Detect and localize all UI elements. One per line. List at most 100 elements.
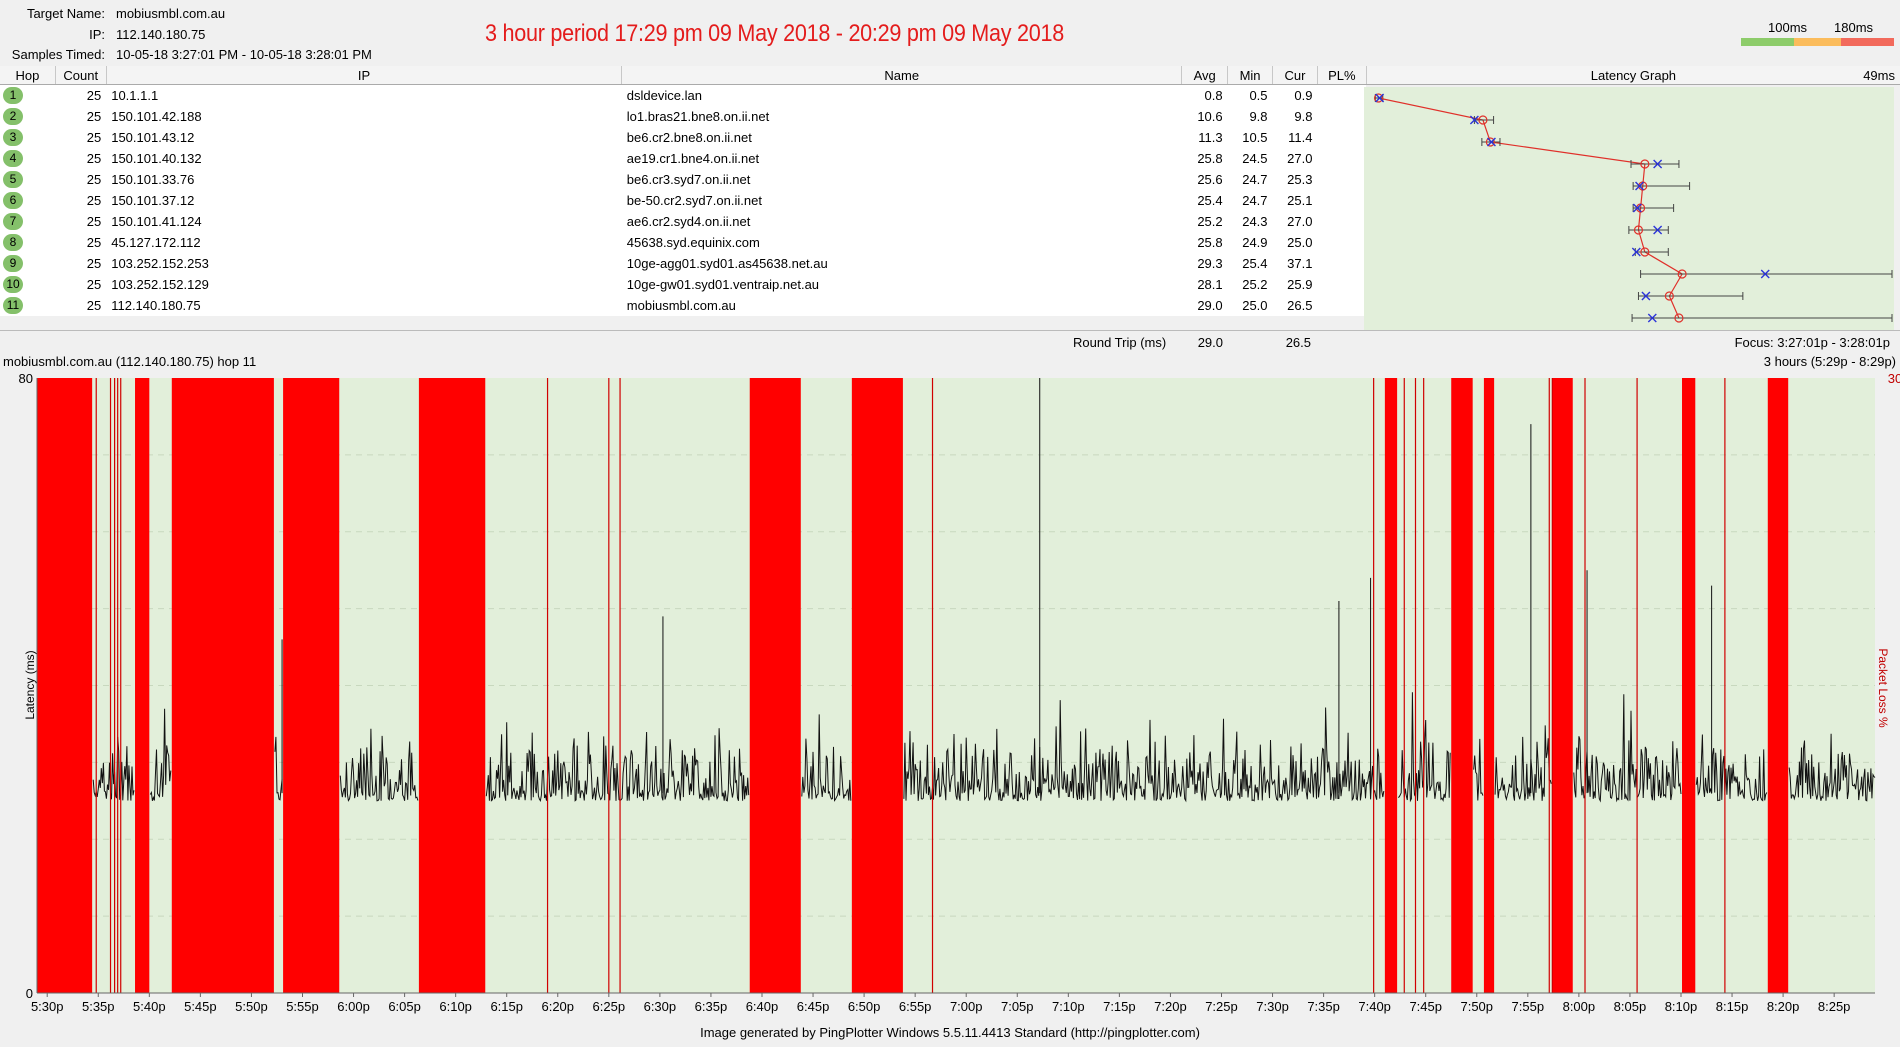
y-axis-title: Latency (ms) <box>23 650 37 719</box>
hop-number-cell: 1 <box>0 84 56 106</box>
hop-row[interactable]: 6 25 150.101.37.12 be-50.cr2.syd7.on.ii.net… <box>0 190 1900 211</box>
avg-marker <box>1373 93 1384 103</box>
hop-number-cell: 11 <box>0 295 56 316</box>
col-name[interactable]: Name <box>621 66 1183 85</box>
hop-row[interactable]: 1 25 10.1.1.1 dsldevice.lan 0.8 0.5 0.9 <box>0 84 1900 106</box>
hop-pl <box>1317 127 1367 148</box>
col-cur[interactable]: Cur <box>1272 66 1318 85</box>
x-tick-label: 6:40p <box>746 999 779 1014</box>
hop-avg: 29.0 <box>1181 295 1228 316</box>
x-tick-label: 6:25p <box>593 999 626 1014</box>
hop-cur: 11.4 <box>1272 127 1318 148</box>
x-tick-label: 6:15p <box>490 999 523 1014</box>
current-marker <box>1486 137 1496 147</box>
x-tick-label: 8:05p <box>1614 999 1647 1014</box>
hop-row[interactable]: 4 25 150.101.40.132 ae19.cr1.bne4.on.ii.net… <box>0 148 1900 169</box>
packet-loss-block <box>37 378 93 993</box>
x-tick-label: 7:00p <box>950 999 983 1014</box>
cur-stroke-b <box>1631 247 1641 257</box>
hop-cur: 25.9 <box>1272 274 1318 295</box>
x-tick-label: 6:55p <box>899 999 932 1014</box>
packet-loss-block <box>749 378 801 993</box>
x-tick-label: 5:55p <box>286 999 319 1014</box>
x-tick-label: 8:20p <box>1767 999 1800 1014</box>
samples-label: Samples Timed: <box>11 47 105 62</box>
hop-row[interactable]: 3 25 150.101.43.12 be6.cr2.bne8.on.ii.net 11… <box>0 127 1900 148</box>
round-trip-row: Round Trip (ms) 29.0 26.5 Focus: 3:27:01… <box>0 330 1900 353</box>
x-tick-label: 6:30p <box>644 999 677 1014</box>
hop-ip: 150.101.43.12 <box>106 127 622 148</box>
cur-stroke-b <box>1375 93 1385 103</box>
col-min[interactable]: Min <box>1227 66 1274 85</box>
packet-loss-block <box>1767 378 1789 993</box>
hop-min: 25.2 <box>1227 274 1273 295</box>
hop-pl <box>1317 84 1367 106</box>
hop-pl <box>1317 253 1367 274</box>
hop-ip: 150.101.42.188 <box>106 106 622 127</box>
current-marker <box>1653 159 1663 169</box>
col-latency-graph[interactable]: Latency Graph 49ms <box>1366 66 1900 85</box>
hop-ip: 103.252.152.253 <box>106 253 622 274</box>
timegraph-title: mobiusmbl.com.au (112.140.180.75) hop 11 <box>3 354 257 369</box>
x-tick-label: 6:10p <box>439 999 472 1014</box>
hop-row[interactable]: 7 25 150.101.41.124 ae6.cr2.syd4.on.ii.net 2… <box>0 211 1900 232</box>
x-tick-label: 6:50p <box>848 999 881 1014</box>
x-tick-label: 7:55p <box>1512 999 1545 1014</box>
hop-ip: 150.101.40.132 <box>106 148 622 169</box>
hop-ip: 45.127.172.112 <box>106 232 622 253</box>
col-hop[interactable]: Hop <box>0 66 56 85</box>
footer-credit: Image generated by PingPlotter Windows 5… <box>700 1025 1200 1040</box>
hop-number: 1 <box>3 87 23 104</box>
hop-ip: 150.101.37.12 <box>106 190 622 211</box>
hop-count: 25 <box>55 84 107 106</box>
hop-number-cell: 4 <box>0 148 56 169</box>
x-tick-label: 7:35p <box>1307 999 1340 1014</box>
cur-stroke-b <box>1641 291 1651 301</box>
time-graph[interactable]: 80 0 30 Latency (ms) Packet Loss % 5:30p 5:35p… <box>0 368 1900 1025</box>
x-tick-label: 5:35p <box>82 999 115 1014</box>
hop-avg: 11.3 <box>1181 127 1228 148</box>
trace-table-header: Hop Count IP Name Avg Min Cur PL% Latenc… <box>0 66 1900 85</box>
hop-min: 10.5 <box>1227 127 1273 148</box>
x-tick-label: 7:05p <box>1001 999 1034 1014</box>
col-avg[interactable]: Avg <box>1181 66 1229 85</box>
target-label: Target Name: <box>26 6 105 21</box>
hop-row[interactable]: 9 25 103.252.152.253 10ge-agg01.syd01.as456… <box>0 253 1900 274</box>
hop-pl <box>1317 169 1367 190</box>
avg-marker <box>1664 291 1674 301</box>
hop-avg: 29.3 <box>1181 253 1228 274</box>
hop-row[interactable]: 11 25 112.140.180.75 mobiusmbl.com.au 29.0 25… <box>0 295 1900 316</box>
hop-number-cell: 3 <box>0 127 56 148</box>
current-marker <box>1469 115 1479 125</box>
cur-stroke-b <box>1760 269 1770 279</box>
hop-avg: 28.1 <box>1181 274 1228 295</box>
current-marker <box>1632 203 1642 213</box>
hop-cur: 25.1 <box>1272 190 1318 211</box>
hop-row[interactable]: 8 25 45.127.172.112 45638.syd.equinix.com 25… <box>0 232 1900 253</box>
packet-loss-block <box>171 378 274 993</box>
hop-min: 25.4 <box>1227 253 1273 274</box>
x-tick-label: 6:00p <box>337 999 370 1014</box>
col-pl[interactable]: PL% <box>1317 66 1367 85</box>
hop-row[interactable]: 2 25 150.101.42.188 lo1.bras21.bne8.on.ii.n… <box>0 106 1900 127</box>
hop-ip: 150.101.33.76 <box>106 169 622 190</box>
hop-name: 10ge-gw01.syd01.ventraip.net.au <box>621 274 1182 295</box>
x-tick-label: 7:20p <box>1154 999 1187 1014</box>
col-ip[interactable]: IP <box>106 66 623 85</box>
col-count[interactable]: Count <box>55 66 107 85</box>
packet-loss-block <box>1384 378 1398 993</box>
cur-stroke-b <box>1632 203 1642 213</box>
hop-number-cell: 7 <box>0 211 56 232</box>
hop-row[interactable]: 10 25 103.252.152.129 10ge-gw01.syd01.ventr… <box>0 274 1900 295</box>
hop-cur: 9.8 <box>1272 106 1318 127</box>
hop-avg: 25.6 <box>1181 169 1228 190</box>
packet-loss-max-label: 30 <box>1888 371 1900 386</box>
hop-count: 25 <box>55 169 107 190</box>
hop-row[interactable]: 5 25 150.101.33.76 be6.cr3.syd7.on.ii.net 25… <box>0 169 1900 190</box>
hop-number-cell: 2 <box>0 106 56 127</box>
hop-cur: 26.5 <box>1272 295 1318 316</box>
cur-stroke-b <box>1653 225 1663 235</box>
current-marker <box>1635 181 1645 191</box>
hop-pl <box>1317 190 1367 211</box>
trace-table: Hop Count IP Name Avg Min Cur PL% Latenc… <box>0 66 1900 316</box>
